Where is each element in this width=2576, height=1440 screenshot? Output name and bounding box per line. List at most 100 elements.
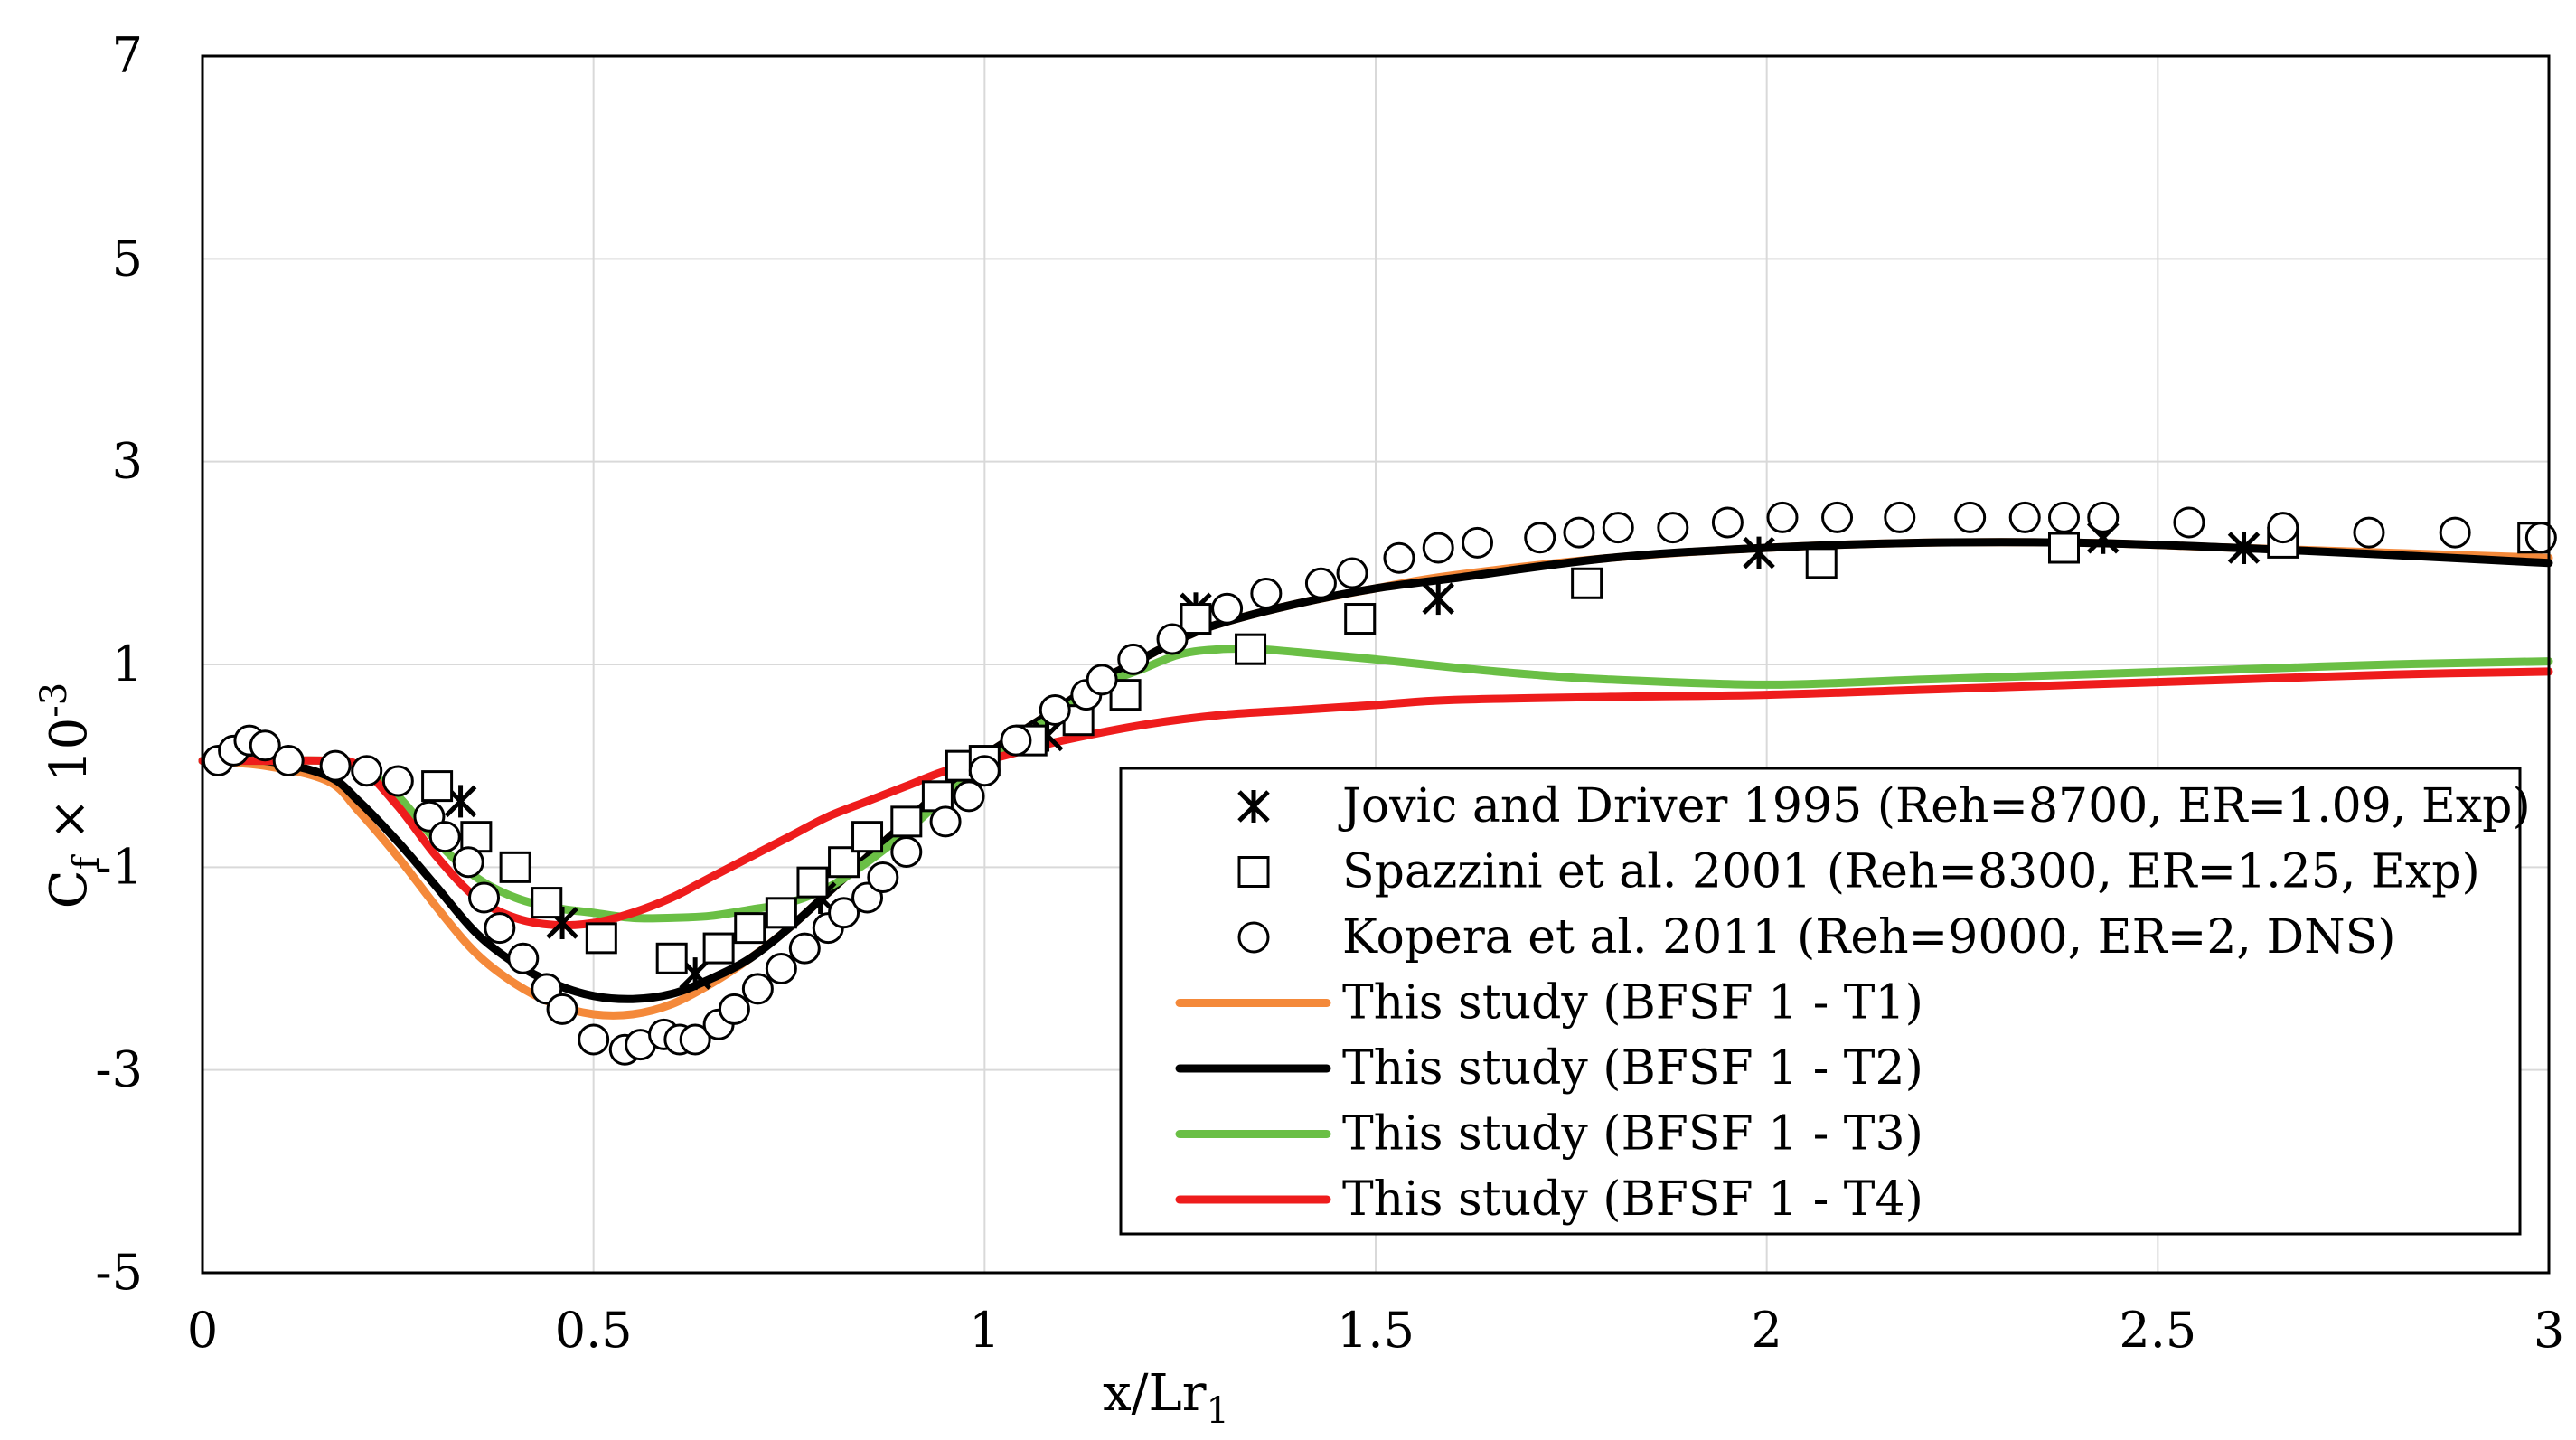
legend-label: Kopera et al. 2011 (Reh=9000, ER=2, DNS)	[1342, 910, 2396, 965]
data-point-circle	[351, 755, 383, 787]
data-point-square	[1571, 567, 1603, 599]
data-point-circle	[2353, 516, 2385, 549]
data-point-circle	[1000, 724, 1032, 757]
data-point-square	[585, 922, 617, 955]
legend-label: This study (BFSF 1 - T3)	[1342, 1107, 1923, 1162]
x-axis-label-subscript: 1	[1206, 1390, 1228, 1432]
data-point-circle	[1156, 623, 1189, 655]
y-tick-label: 5	[112, 230, 143, 287]
data-point-circle	[2524, 522, 2557, 554]
data-point-square	[1344, 603, 1377, 635]
y-tick-label: 7	[112, 27, 143, 84]
data-point-square	[1180, 603, 1212, 635]
data-point-circle	[1461, 526, 1493, 559]
data-point-circle	[2173, 506, 2205, 539]
data-point-circle	[1711, 506, 1744, 539]
x-tick-label: 1	[969, 1302, 1000, 1359]
data-point-circle	[1524, 522, 1556, 554]
legend-entry: This study (BFSF 1 - T2)	[1175, 1041, 1923, 1096]
data-point-asterisk	[1422, 582, 1454, 616]
y-axis-label: Cf × 10-3	[33, 682, 108, 908]
data-point-circle	[1766, 501, 1799, 533]
x-tick-label: 0.5	[555, 1302, 633, 1359]
data-point-square	[1109, 679, 1142, 711]
legend-entry: Jovic and Driver 1995 (Reh=8700, ER=1.09…	[1237, 779, 2531, 833]
legend-label: Jovic and Driver 1995 (Reh=8700, ER=1.09…	[1338, 779, 2531, 833]
data-point-circle	[1563, 516, 1595, 549]
legend-entry: This study (BFSF 1 - T4)	[1175, 1172, 1923, 1227]
data-point-circle	[272, 745, 305, 777]
data-point-square	[734, 912, 766, 945]
y-tick-label: 1	[112, 635, 143, 692]
data-point-circle	[867, 861, 899, 894]
legend-entry: This study (BFSF 1 - T1)	[1175, 976, 1923, 1031]
data-point-circle	[1602, 512, 1634, 544]
data-point-square	[2047, 532, 2080, 564]
data-point-circle	[890, 836, 923, 869]
y-tick-label: -3	[95, 1041, 143, 1098]
data-point-circle	[2439, 516, 2471, 549]
y-tick-label: -5	[95, 1244, 143, 1301]
y-axis-label-main: C	[40, 870, 99, 908]
data-point-circle	[452, 846, 484, 879]
x-tick-label: 1.5	[1337, 1302, 1415, 1359]
y-tick-label: -1	[95, 838, 143, 895]
data-point-square	[796, 866, 829, 899]
data-point-circle	[381, 765, 414, 797]
x-axis-ticks: 0 0.5 1 1.5 2 2.5 3	[187, 1302, 2564, 1359]
legend-label: This study (BFSF 1 - T4)	[1342, 1172, 1923, 1227]
data-point-square	[851, 821, 884, 853]
data-point-circle	[828, 897, 860, 929]
data-point-circle	[484, 912, 516, 945]
data-point-circle	[1304, 567, 1337, 599]
y-axis-ticks: -5 -3 -1 1 3 5 7	[95, 27, 143, 1301]
x-axis-label: x/Lr1	[1103, 1364, 1229, 1432]
data-point-circle	[1954, 501, 1987, 533]
legend-items: Jovic and Driver 1995 (Reh=8700, ER=1.09…	[1175, 779, 2531, 1227]
data-point-circle	[765, 953, 797, 984]
data-point-circle	[1211, 592, 1244, 625]
x-tick-label: 2.5	[2119, 1302, 2196, 1359]
legend-entry: Kopera et al. 2011 (Reh=9000, ER=2, DNS)	[1237, 910, 2396, 965]
data-point-circle	[1117, 643, 1150, 675]
y-axis-label-superscript: -3	[33, 682, 75, 718]
data-point-circle	[2047, 501, 2080, 533]
data-point-circle	[1657, 512, 1689, 544]
legend-swatch-circle	[1237, 921, 1270, 954]
data-point-circle	[1884, 501, 1916, 533]
series-markers-circle	[202, 501, 2557, 1066]
legend-label: Spazzini et al. 2001 (Reh=8300, ER=1.25,…	[1342, 845, 2480, 899]
data-point-circle	[929, 805, 962, 838]
legend-box	[1119, 767, 2522, 1236]
data-point-circle	[2267, 512, 2299, 544]
data-point-circle	[1086, 664, 1118, 696]
data-point-circle	[1336, 557, 1368, 589]
data-point-circle	[1383, 541, 1415, 574]
y-axis-label-suffix: × 10	[40, 718, 99, 857]
data-point-circle	[1039, 693, 1071, 726]
data-point-square	[655, 942, 688, 974]
data-point-circle	[679, 1023, 711, 1056]
x-axis-label-main: x/Lr	[1103, 1364, 1207, 1423]
y-axis-label-subscript: f	[66, 853, 108, 870]
x-tick-label: 2	[1751, 1302, 1782, 1359]
data-point-circle	[968, 755, 1001, 787]
data-point-circle	[2008, 501, 2041, 533]
data-point-square	[890, 805, 923, 838]
x-tick-label: 3	[2534, 1302, 2564, 1359]
legend-label: This study (BFSF 1 - T1)	[1342, 976, 1923, 1031]
data-point-circle	[468, 881, 501, 914]
legend-swatch-square	[1237, 856, 1270, 888]
data-point-circle	[741, 973, 774, 1005]
data-point-square	[1235, 633, 1267, 665]
data-point-square	[531, 887, 563, 919]
legend-swatch-asterisk	[1237, 790, 1270, 823]
plot-area-frame	[201, 54, 2551, 1275]
legend-entry: Spazzini et al. 2001 (Reh=8300, ER=1.25,…	[1237, 845, 2480, 899]
data-point-circle	[546, 993, 578, 1025]
legend: Jovic and Driver 1995 (Reh=8700, ER=1.09…	[1119, 767, 2531, 1236]
data-point-asterisk	[1743, 536, 1775, 569]
data-point-circle	[788, 932, 821, 965]
legend-entry: This study (BFSF 1 - T3)	[1175, 1107, 1923, 1162]
